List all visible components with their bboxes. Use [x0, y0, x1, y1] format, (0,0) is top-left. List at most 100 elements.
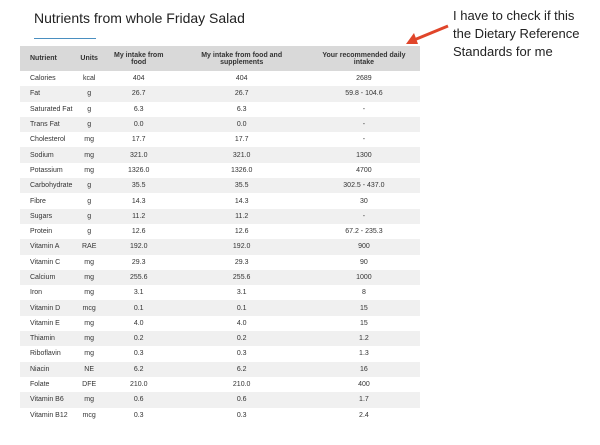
table-cell: 59.8 - 104.6 — [307, 86, 420, 102]
annotation-line: Standards for me — [453, 44, 553, 59]
table-cell: 404 — [132, 75, 145, 83]
table-cell: 12.6 — [131, 228, 146, 236]
table-cell: 6.2 — [101, 361, 176, 377]
table-cell: Saturated Fat — [30, 105, 73, 113]
arrow-head — [406, 33, 418, 44]
table-cell: Vitamin A — [20, 239, 77, 255]
table-cell: g — [87, 228, 92, 236]
header-row: Nutrient Units My intake from food My intak… — [20, 46, 420, 71]
table-row: Vitamin E mg 4.0 4.0 15 — [20, 316, 420, 331]
table-cell: NE — [76, 361, 102, 377]
table-cell: 2.4 — [359, 411, 369, 419]
arrow — [406, 24, 449, 44]
table-cell: 0.6 — [101, 392, 176, 408]
table-cell: - — [307, 116, 420, 133]
table-cell: 404 — [235, 75, 248, 83]
table-cell: 16 — [307, 361, 420, 377]
title-underline — [34, 38, 96, 39]
table-cell: 15 — [307, 300, 420, 316]
table-cell: Sugars — [20, 208, 77, 224]
table-cell: 14.3 — [131, 197, 146, 205]
table-cell: RAE — [76, 239, 102, 255]
table-cell: 1000 — [307, 269, 420, 286]
table-cell: mg — [84, 319, 95, 327]
table-cell: 1.7 — [307, 392, 420, 408]
table-cell: 90 — [360, 258, 368, 266]
table-cell: 35.5 — [101, 178, 176, 194]
table-cell: mcg — [76, 300, 102, 316]
table-row: Vitamin C mg 29.3 29.3 90 — [20, 255, 420, 270]
table-cell: kcal — [82, 75, 96, 83]
annotation-line: I have to check if this — [453, 8, 575, 23]
table-cell: 30 — [360, 197, 368, 205]
table-cell: mg — [84, 136, 95, 144]
title: Nutrients from whole Friday Salad — [34, 10, 245, 26]
table-cell: Potassium — [30, 166, 63, 174]
table-cell: 302.5 - 437.0 — [307, 178, 420, 194]
table-cell: DFE — [82, 381, 97, 389]
table-cell: mg — [84, 258, 95, 266]
annotation-line: the Dietary Reference — [453, 26, 580, 41]
table-row: Iron mg 3.1 3.1 8 — [20, 285, 420, 300]
table-cell: 2689 — [356, 75, 372, 83]
table-cell: 15 — [360, 319, 368, 327]
table-row: Fibre g 14.3 14.3 30 — [20, 193, 420, 208]
table-cell: g — [76, 208, 102, 224]
table-cell: 17.7 — [131, 136, 146, 144]
table-body: Calories kcal 404 404 2689 Fat g 26.7 26.7 59.8 -… — [20, 71, 420, 423]
table-cell: 14.3 — [234, 197, 249, 205]
table-cell: mg — [76, 147, 102, 163]
table-cell: 4.0 — [133, 319, 144, 327]
table-cell: 0.2 — [175, 331, 308, 347]
table-cell: g — [87, 105, 92, 113]
table-cell: Vitamin D — [20, 300, 77, 316]
table-cell: 3.1 — [133, 289, 144, 297]
table-row: Saturated Fat g 6.3 6.3 - — [20, 102, 420, 117]
table-cell: 210.0 — [232, 381, 251, 389]
table-cell: 26.7 — [101, 86, 176, 102]
table-cell: 255.6 — [175, 269, 308, 286]
table-row: Trans Fat g 0.0 0.0- — [20, 116, 420, 133]
table-cell: 6.2 — [175, 361, 308, 377]
table-cell: 0.1 — [101, 300, 176, 316]
table-cell: 192.0 — [175, 239, 308, 255]
table-cell: 4.0 — [236, 319, 247, 327]
table-cell: 1.3 — [359, 350, 369, 358]
table-row: Thiamin mg 0.2 0.2 1.2 — [20, 331, 420, 347]
table-cell: Protein — [30, 228, 53, 236]
table-cell: 321.0 — [175, 147, 308, 163]
table-cell: 67.2 - 235.3 — [345, 228, 383, 236]
table-cell: Vitamin B12 — [30, 411, 68, 419]
table-cell: 12.6 — [234, 228, 249, 236]
table-cell: Calcium — [20, 269, 77, 286]
table-cell: 255.6 — [101, 269, 176, 286]
table-cell: g — [76, 116, 102, 133]
column-header: My intake from food and supplements — [175, 46, 308, 71]
table-cell: 0.6 — [175, 392, 308, 408]
table-row: Potassium mg 1326.0 1326.0 4700 — [20, 163, 420, 178]
table-cell: Fat — [20, 86, 77, 102]
table-cell: 0.0 — [175, 116, 308, 133]
table-cell: 0.0 — [101, 116, 176, 133]
table-cell: 0.3 — [133, 350, 144, 358]
table-cell: mg — [76, 331, 102, 347]
table-row: Calcium mg 255.6 255.6 1000 — [20, 269, 420, 286]
table-cell: 26.7 — [175, 86, 308, 102]
table-row: Vitamin A RAE 192.0 192.0 900 — [20, 239, 420, 255]
table-cell: 29.3 — [131, 258, 146, 266]
table-cell: 35.5 — [175, 178, 308, 194]
table-row: Vitamin B12 mcg 0.3 0.3 2.4 — [20, 408, 420, 423]
nutrient-table: Nutrient Units My intake from food My intak… — [20, 46, 420, 423]
table-row: Riboflavin mg 0.3 0.3 1.3 — [20, 346, 420, 361]
table-cell: mg — [84, 350, 95, 358]
table-cell: 0.3 — [236, 350, 247, 358]
table-row: Protein g 12.6 12.6 67.2 - 235.3 — [20, 224, 420, 239]
table-cell: mg — [76, 269, 102, 286]
table-cell: 1.2 — [307, 331, 420, 347]
table-cell: 6.3 — [236, 105, 247, 113]
column-header: Units — [76, 46, 102, 71]
table-cell: 0.2 — [101, 331, 176, 347]
table-cell: Cholesterol — [30, 136, 66, 144]
table-cell: 29.3 — [234, 258, 249, 266]
